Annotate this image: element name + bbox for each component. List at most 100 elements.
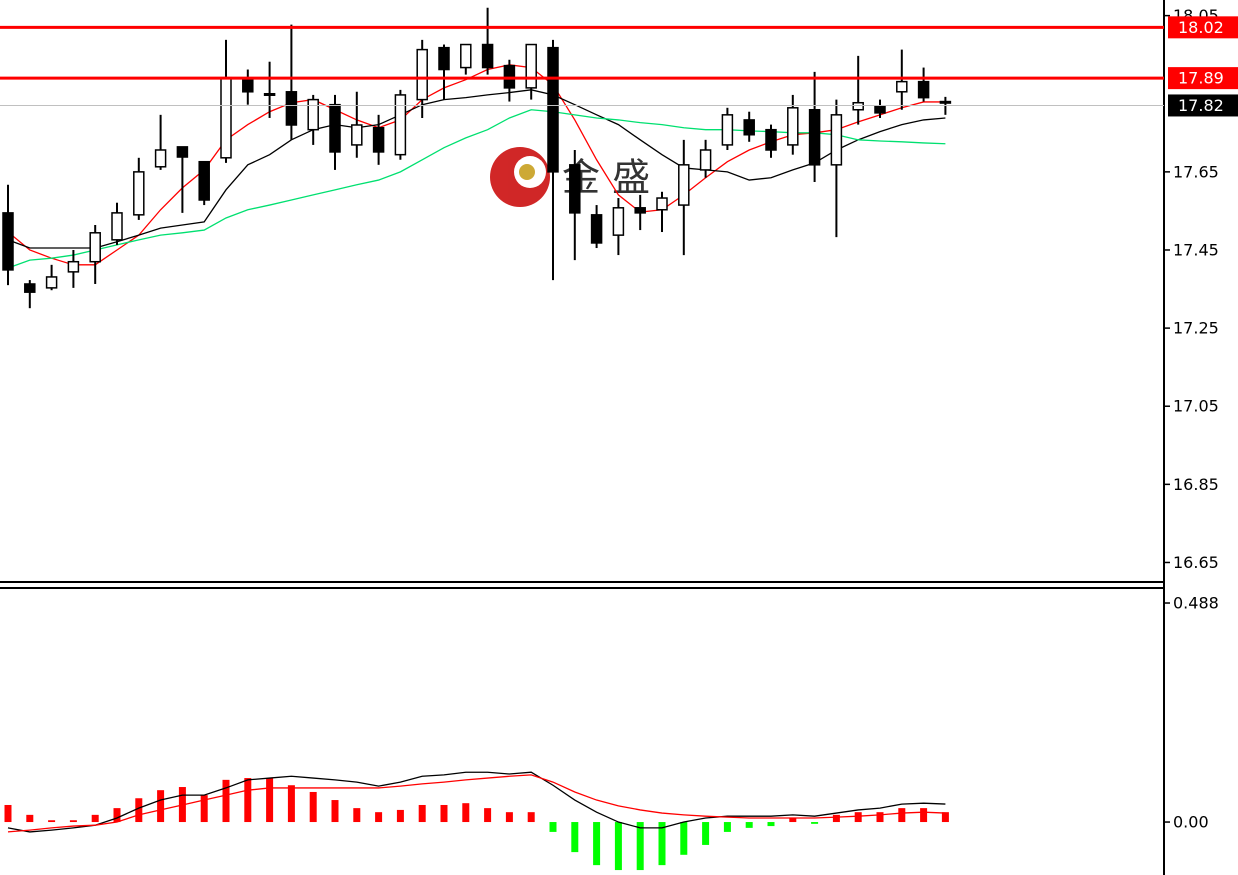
histogram-bar bbox=[789, 818, 797, 823]
histogram-bar bbox=[48, 820, 56, 823]
histogram-bar bbox=[200, 795, 208, 823]
price-level-label: 17.82 bbox=[1178, 96, 1224, 115]
histogram-bar bbox=[549, 822, 557, 832]
histogram-bar bbox=[287, 785, 295, 823]
candle-body bbox=[699, 149, 712, 171]
histogram-bar bbox=[462, 803, 470, 823]
candle-body bbox=[416, 48, 428, 101]
histogram-bar bbox=[91, 814, 99, 823]
histogram-bar bbox=[941, 812, 949, 823]
histogram-bar bbox=[331, 800, 339, 823]
candle-body bbox=[351, 124, 363, 146]
histogram-bar bbox=[418, 804, 426, 823]
price-level-label: 18.02 bbox=[1178, 18, 1224, 37]
histogram-bar bbox=[680, 822, 688, 855]
y-tick-label: 17.65 bbox=[1173, 162, 1219, 181]
histogram-bar bbox=[702, 822, 710, 845]
macd-line bbox=[7, 774, 946, 833]
histogram-bar bbox=[26, 814, 34, 823]
histogram-bar bbox=[353, 808, 361, 823]
y-tick-label: 17.25 bbox=[1173, 319, 1219, 338]
histogram-bar bbox=[396, 809, 404, 823]
macd-line bbox=[7, 771, 946, 833]
candle-body bbox=[590, 214, 603, 244]
candle-body bbox=[198, 160, 210, 201]
histogram-bar bbox=[244, 778, 252, 823]
candle-body bbox=[329, 103, 341, 153]
histogram-bar bbox=[375, 812, 383, 823]
candle-body bbox=[612, 207, 625, 236]
moving-average bbox=[7, 89, 946, 249]
histogram-bar bbox=[876, 812, 884, 823]
histogram-bar bbox=[898, 808, 906, 823]
candle-body bbox=[721, 114, 734, 146]
moving-average bbox=[7, 64, 946, 266]
candle-body bbox=[45, 276, 58, 289]
histogram-bar bbox=[658, 822, 666, 866]
candle-body bbox=[176, 146, 189, 158]
candle-body bbox=[154, 149, 167, 168]
candle-body bbox=[111, 212, 123, 241]
price-level-label: 17.89 bbox=[1178, 69, 1224, 88]
candle-body bbox=[830, 114, 843, 166]
price-level-box bbox=[1168, 16, 1238, 39]
y-tick-label: 17.45 bbox=[1173, 240, 1219, 259]
candle-body bbox=[678, 164, 690, 206]
histogram-bar bbox=[135, 798, 143, 823]
candle-body bbox=[394, 94, 407, 156]
watermark-logo bbox=[519, 164, 535, 180]
histogram-bar bbox=[113, 808, 121, 823]
candle-body bbox=[874, 105, 886, 114]
y-tick-label: 16.65 bbox=[1173, 553, 1219, 572]
candle-body bbox=[525, 43, 537, 89]
candle-body bbox=[285, 91, 298, 126]
histogram-bar bbox=[440, 804, 448, 823]
candle-body bbox=[852, 101, 864, 111]
histogram-bar bbox=[527, 812, 535, 823]
candle-body bbox=[787, 107, 799, 146]
histogram-bar bbox=[309, 791, 317, 823]
candle-body bbox=[133, 171, 145, 216]
histogram-bar bbox=[854, 812, 862, 823]
histogram-bar bbox=[723, 822, 731, 832]
histogram-bar bbox=[571, 822, 579, 853]
watermark bbox=[490, 147, 550, 207]
histogram-bar bbox=[505, 812, 513, 823]
y-tick-label: 16.85 bbox=[1173, 475, 1219, 494]
candle-body bbox=[242, 78, 254, 93]
candle-body bbox=[569, 164, 581, 214]
histogram-bar bbox=[593, 822, 601, 866]
candle-body bbox=[220, 76, 232, 159]
candle-body bbox=[547, 46, 559, 173]
histogram-bar bbox=[811, 822, 819, 824]
price-level-box bbox=[1168, 94, 1238, 117]
histogram-bar bbox=[484, 808, 492, 823]
candle-body bbox=[67, 260, 80, 273]
candle-body bbox=[89, 232, 101, 263]
histogram-bar bbox=[614, 822, 622, 871]
candle-body bbox=[481, 43, 494, 69]
candle-body bbox=[939, 100, 952, 104]
candle-body bbox=[743, 119, 755, 136]
histogram-bar bbox=[4, 804, 12, 823]
price-level-box bbox=[1168, 67, 1238, 90]
candle-body bbox=[634, 207, 646, 214]
candle-body bbox=[438, 46, 450, 71]
histogram-bar bbox=[767, 822, 775, 827]
candle-body bbox=[2, 212, 14, 271]
histogram-bar bbox=[832, 814, 840, 823]
histogram-bar bbox=[745, 822, 753, 828]
histogram-bar bbox=[157, 790, 165, 823]
y-tick-label: 0.00 bbox=[1173, 813, 1209, 832]
y-tick-label: 17.05 bbox=[1173, 397, 1219, 416]
histogram-bar bbox=[222, 779, 230, 823]
candle-body bbox=[765, 128, 777, 151]
histogram-bar bbox=[920, 808, 928, 823]
y-tick-label: 0.488 bbox=[1173, 594, 1219, 613]
candle-body bbox=[460, 43, 472, 69]
candle-body bbox=[307, 98, 319, 131]
candle-body bbox=[917, 80, 930, 99]
candle-body bbox=[808, 109, 821, 166]
